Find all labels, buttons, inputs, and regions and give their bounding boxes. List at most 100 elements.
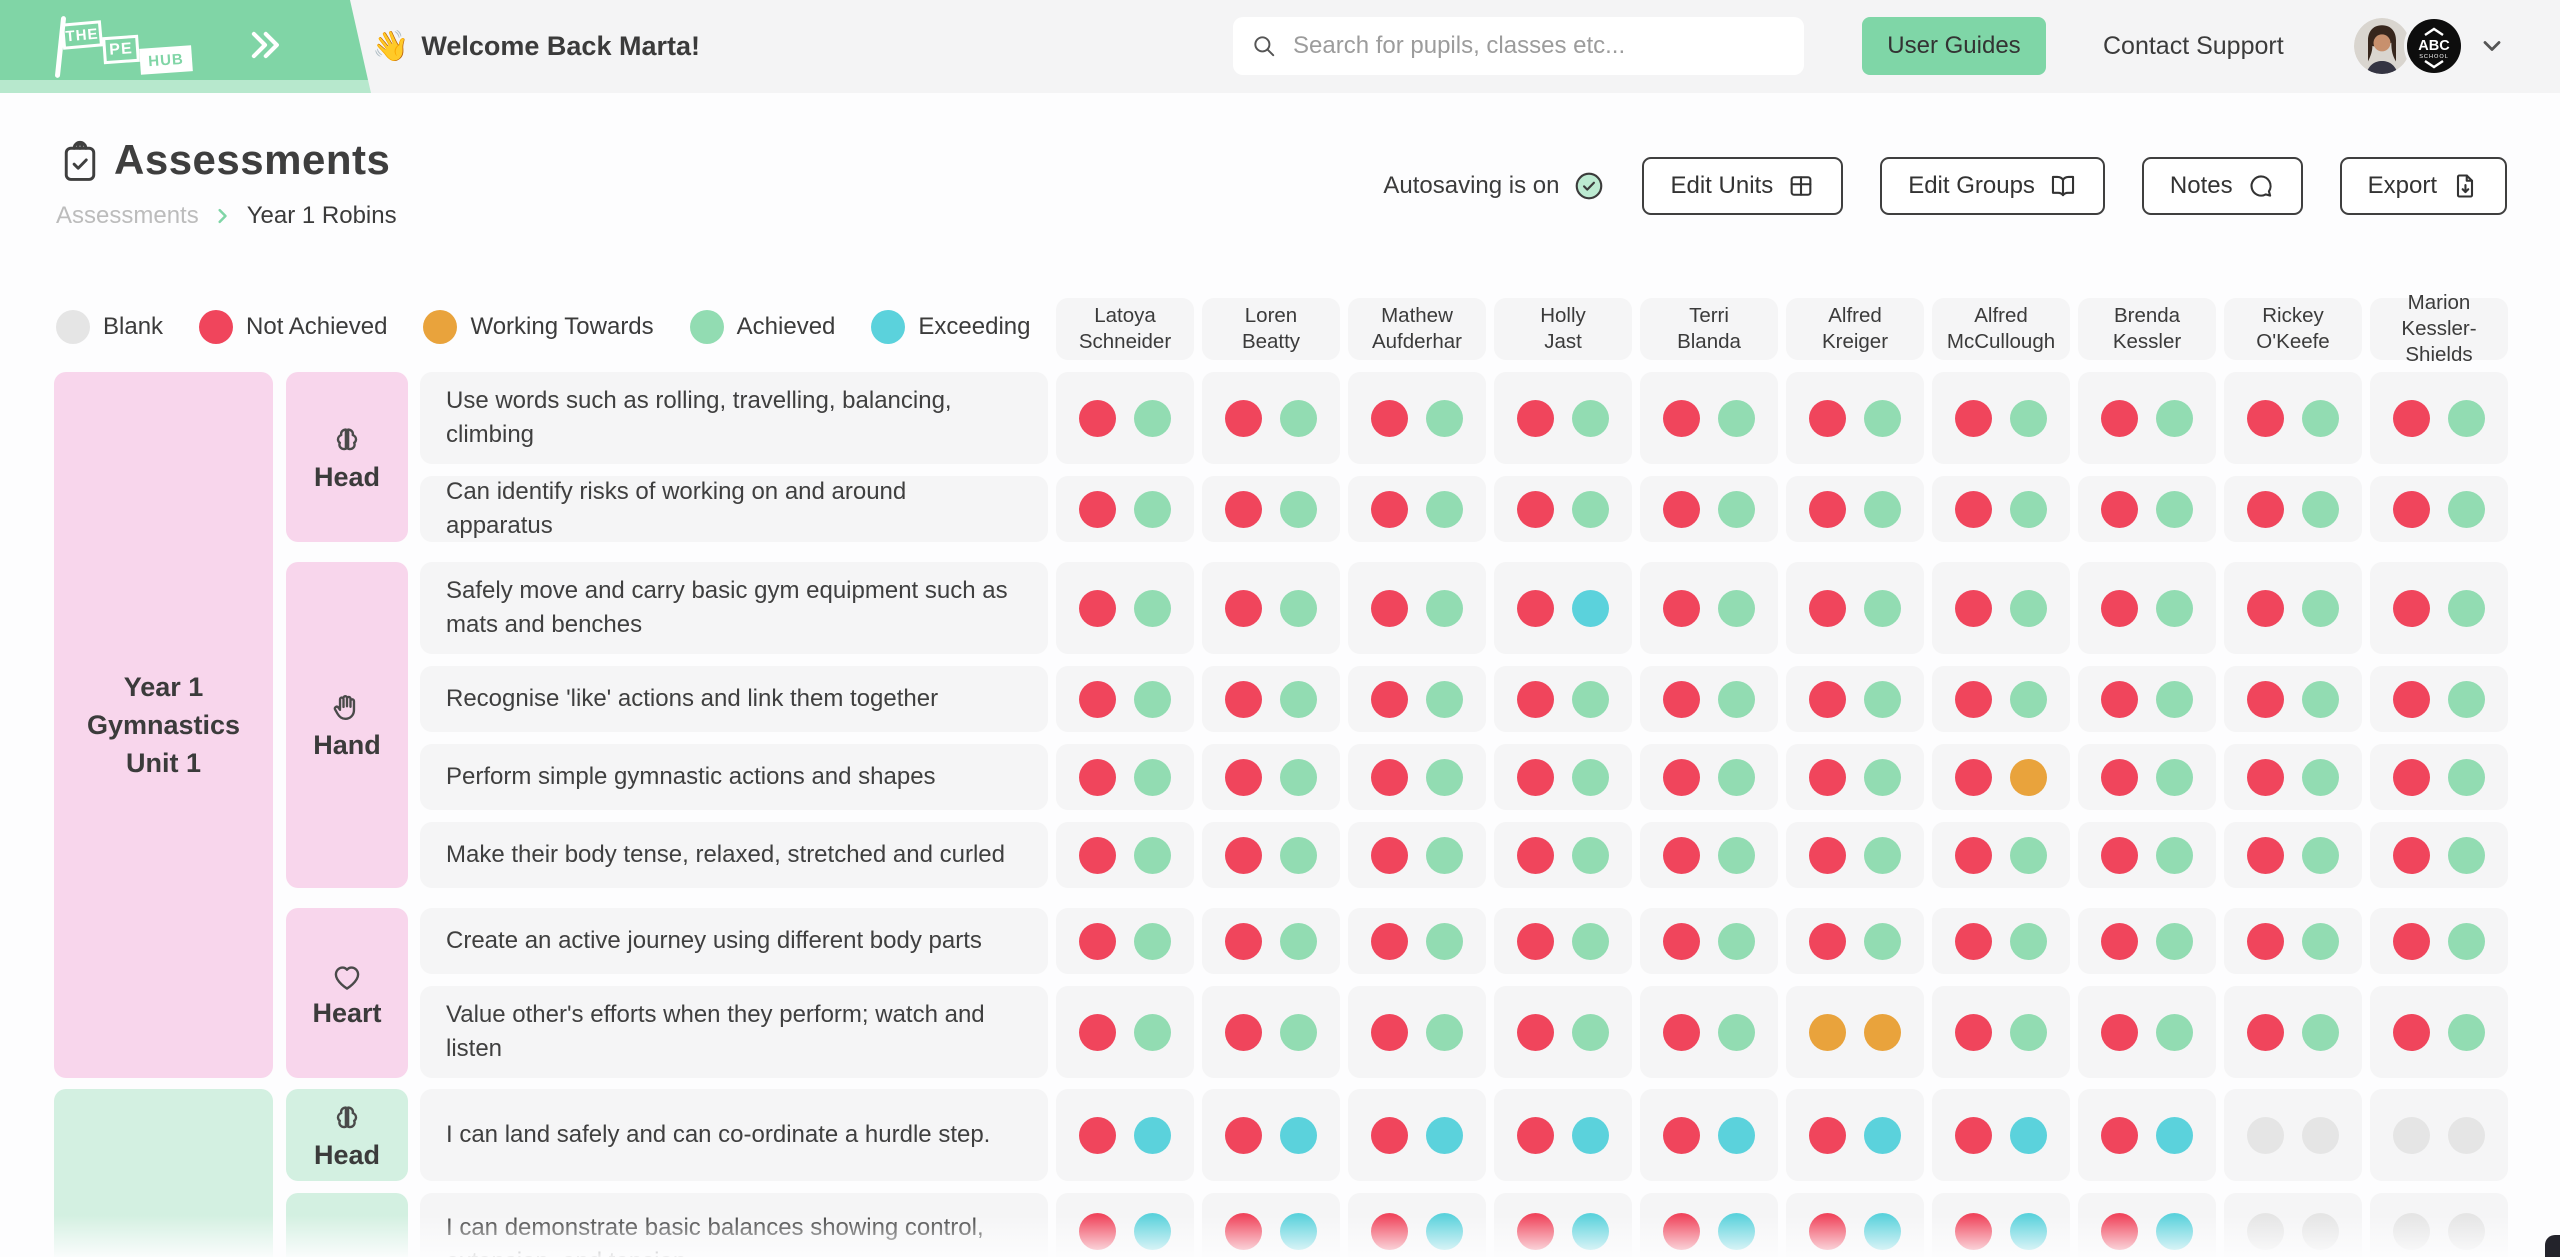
assessment-dot-not-achieved[interactable] — [1955, 1013, 1992, 1051]
edit-groups-button[interactable]: Edit Groups — [1880, 157, 2105, 215]
assessment-dot-achieved[interactable] — [1280, 490, 1317, 528]
assessment-dot-achieved[interactable] — [2156, 758, 2193, 796]
assessment-dot-achieved[interactable] — [1718, 399, 1755, 437]
assessment-dot-achieved[interactable] — [1280, 680, 1317, 718]
assessment-dot-achieved[interactable] — [1572, 1013, 1609, 1051]
assessment-dot-not-achieved[interactable] — [1955, 758, 1992, 796]
assessment-dot-achieved[interactable] — [1280, 1013, 1317, 1051]
assessment-dot-not-achieved[interactable] — [1955, 1213, 1992, 1250]
assessment-dot-achieved[interactable] — [2448, 758, 2485, 796]
assessment-dot-blank[interactable] — [2448, 1213, 2485, 1250]
assessment-dot-working-towards[interactable] — [1809, 1013, 1846, 1051]
assessment-dot-achieved[interactable] — [1134, 836, 1171, 874]
assessment-dot-not-achieved[interactable] — [1517, 1213, 1554, 1250]
assessment-dot-not-achieved[interactable] — [1809, 758, 1846, 796]
assessment-dot-blank[interactable] — [2302, 1213, 2339, 1250]
assessment-dot-not-achieved[interactable] — [1955, 589, 1992, 627]
assessment-dot-achieved[interactable] — [1134, 490, 1171, 528]
export-button[interactable]: Export — [2339, 157, 2507, 215]
assessment-dot-not-achieved[interactable] — [1079, 1116, 1116, 1154]
assessment-dot-exceeding[interactable] — [1572, 1213, 1609, 1250]
assessment-dot-not-achieved[interactable] — [1371, 758, 1408, 796]
assessment-dot-achieved[interactable] — [1718, 490, 1755, 528]
assessment-dot-not-achieved[interactable] — [1079, 589, 1116, 627]
school-badge[interactable]: ABC SCHOOL — [2404, 16, 2464, 76]
assessment-dot-not-achieved[interactable] — [2247, 758, 2284, 796]
assessment-dot-exceeding[interactable] — [1864, 1116, 1901, 1154]
assessment-dot-not-achieved[interactable] — [1955, 1116, 1992, 1154]
assessment-dot-exceeding[interactable] — [1426, 1116, 1463, 1154]
notes-button[interactable]: Notes — [2141, 157, 2303, 215]
assessment-dot-not-achieved[interactable] — [2247, 922, 2284, 960]
contact-support-link[interactable]: Contact Support — [2103, 32, 2284, 60]
assessment-dot-not-achieved[interactable] — [2101, 589, 2138, 627]
assessment-dot-exceeding[interactable] — [1134, 1116, 1171, 1154]
assessment-dot-achieved[interactable] — [1426, 589, 1463, 627]
assessment-dot-not-achieved[interactable] — [1371, 922, 1408, 960]
assessment-dot-not-achieved[interactable] — [1663, 922, 1700, 960]
assessment-dot-achieved[interactable] — [1426, 758, 1463, 796]
assessment-dot-exceeding[interactable] — [1280, 1213, 1317, 1250]
assessment-dot-achieved[interactable] — [1718, 922, 1755, 960]
assessment-dot-achieved[interactable] — [1718, 836, 1755, 874]
assessment-dot-achieved[interactable] — [2302, 589, 2339, 627]
assessment-dot-achieved[interactable] — [1572, 490, 1609, 528]
assessment-dot-not-achieved[interactable] — [2247, 399, 2284, 437]
assessment-dot-not-achieved[interactable] — [1663, 490, 1700, 528]
assessment-dot-achieved[interactable] — [2302, 758, 2339, 796]
assessment-dot-not-achieved[interactable] — [1809, 1116, 1846, 1154]
assessment-dot-achieved[interactable] — [1572, 836, 1609, 874]
search-input[interactable] — [1291, 31, 1786, 61]
assessment-dot-not-achieved[interactable] — [2247, 490, 2284, 528]
assessment-dot-not-achieved[interactable] — [2247, 1013, 2284, 1051]
assessment-dot-blank[interactable] — [2448, 1116, 2485, 1154]
assessment-dot-exceeding[interactable] — [1134, 1213, 1171, 1250]
assessment-dot-exceeding[interactable] — [1280, 1116, 1317, 1154]
assessment-dot-achieved[interactable] — [2448, 589, 2485, 627]
assessment-dot-not-achieved[interactable] — [2101, 1213, 2138, 1250]
assessment-dot-not-achieved[interactable] — [2393, 680, 2430, 718]
assessment-dot-achieved[interactable] — [2156, 922, 2193, 960]
user-avatar[interactable] — [2354, 18, 2410, 74]
assessment-dot-not-achieved[interactable] — [1225, 1013, 1262, 1051]
assessment-dot-achieved[interactable] — [1134, 1013, 1171, 1051]
assessment-dot-not-achieved[interactable] — [1955, 836, 1992, 874]
assessment-dot-not-achieved[interactable] — [1809, 836, 1846, 874]
assessment-dot-not-achieved[interactable] — [2101, 758, 2138, 796]
assessment-dot-not-achieved[interactable] — [1079, 490, 1116, 528]
edit-units-button[interactable]: Edit Units — [1642, 157, 1844, 215]
assessment-dot-achieved[interactable] — [2448, 836, 2485, 874]
assessment-dot-not-achieved[interactable] — [1517, 490, 1554, 528]
assessment-dot-achieved[interactable] — [1572, 399, 1609, 437]
assessment-dot-not-achieved[interactable] — [1371, 1013, 1408, 1051]
assessment-dot-not-achieved[interactable] — [1371, 490, 1408, 528]
assessment-dot-achieved[interactable] — [2448, 922, 2485, 960]
assessment-dot-not-achieved[interactable] — [2393, 589, 2430, 627]
assessment-dot-achieved[interactable] — [2010, 589, 2047, 627]
assessment-dot-not-achieved[interactable] — [1809, 1213, 1846, 1250]
assessment-dot-not-achieved[interactable] — [2393, 758, 2430, 796]
assessment-dot-not-achieved[interactable] — [1517, 922, 1554, 960]
assessment-dot-working-towards[interactable] — [1864, 1013, 1901, 1051]
assessment-dot-not-achieved[interactable] — [1225, 836, 1262, 874]
assessment-dot-not-achieved[interactable] — [1809, 490, 1846, 528]
assessment-dot-not-achieved[interactable] — [2101, 399, 2138, 437]
assessment-dot-achieved[interactable] — [1864, 922, 1901, 960]
assessment-dot-exceeding[interactable] — [2010, 1116, 2047, 1154]
assessment-dot-not-achieved[interactable] — [1955, 922, 1992, 960]
assessment-dot-not-achieved[interactable] — [1371, 1213, 1408, 1250]
assessment-dot-achieved[interactable] — [2302, 1013, 2339, 1051]
assessment-dot-exceeding[interactable] — [1572, 1116, 1609, 1154]
assessment-dot-exceeding[interactable] — [1864, 1213, 1901, 1250]
assessment-dot-achieved[interactable] — [2156, 490, 2193, 528]
assessment-dot-blank[interactable] — [2393, 1213, 2430, 1250]
assessment-dot-not-achieved[interactable] — [1809, 589, 1846, 627]
assessment-dot-achieved[interactable] — [1864, 680, 1901, 718]
assessment-dot-not-achieved[interactable] — [1225, 1116, 1262, 1154]
assessment-dot-exceeding[interactable] — [1718, 1116, 1755, 1154]
assessment-dot-not-achieved[interactable] — [1225, 399, 1262, 437]
assessment-dot-achieved[interactable] — [2302, 490, 2339, 528]
assessment-dot-not-achieved[interactable] — [2393, 490, 2430, 528]
assessment-dot-working-towards[interactable] — [2010, 758, 2047, 796]
assessment-dot-not-achieved[interactable] — [1517, 1013, 1554, 1051]
